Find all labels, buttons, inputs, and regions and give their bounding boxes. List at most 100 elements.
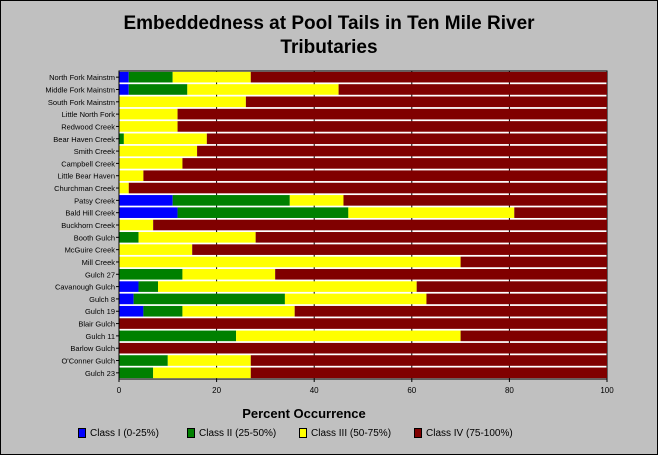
bar-segment (138, 281, 159, 292)
bar-segment (275, 268, 607, 280)
bar-segment (426, 293, 607, 305)
bar-segment (128, 84, 188, 95)
bar-segment (119, 133, 124, 145)
x-tick-label: 20 (212, 386, 221, 395)
category-label: Redwood Creek (61, 122, 115, 131)
legend-item: Class II (25-50%) (187, 426, 276, 440)
bar-segment (119, 182, 129, 194)
bar-segment (119, 145, 198, 157)
bar-segment (119, 170, 144, 182)
legend-swatch (299, 428, 307, 438)
bar-segment (119, 244, 193, 255)
bar-segment (172, 195, 290, 206)
bar-segment (119, 305, 144, 317)
bar-segment (177, 121, 607, 132)
category-label: South Fork Mainstm (48, 98, 115, 107)
bar-segment (250, 367, 607, 379)
bar-segment (119, 71, 129, 83)
legend: Class I (0-25%) Class II (25-50%) Class II… (0, 426, 658, 442)
category-label: North Fork Mainstm (49, 73, 115, 82)
bar-segment (119, 355, 168, 366)
bar-segment (119, 84, 129, 95)
bar-segment (119, 293, 134, 305)
bar-segment (294, 305, 607, 317)
legend-label: Class IV (75-100%) (426, 427, 513, 439)
category-label: Bald Hill Creek (65, 209, 115, 218)
bar-segment (206, 133, 607, 145)
bar-segment (182, 158, 607, 169)
legend-swatch (187, 428, 195, 438)
bar-segment (416, 281, 607, 292)
bar-segment (153, 367, 251, 379)
category-label: Patsy Creek (74, 196, 115, 205)
bar-segment (119, 330, 237, 342)
category-label: Buckhorn Creek (61, 221, 115, 230)
legend-item: Class I (0-25%) (78, 426, 159, 440)
chart-title-line-2: Tributaries (280, 37, 378, 58)
bar-segment (128, 182, 607, 194)
bar-segment (514, 207, 607, 218)
bar-segment (119, 108, 178, 120)
legend-label: Class I (0-25%) (90, 427, 159, 439)
bar-segment (197, 145, 607, 157)
x-tick-label: 60 (407, 386, 416, 395)
bar-segment (119, 268, 183, 280)
bar-segment (119, 256, 461, 268)
bar-segment (250, 355, 607, 366)
legend-item: Class IV (75-100%) (414, 426, 513, 440)
bar-segment (123, 133, 207, 145)
category-label: Gulch 8 (89, 295, 115, 304)
bar-segment (119, 367, 154, 379)
bar-segment (119, 96, 246, 108)
category-label: Churchman Creek (54, 184, 115, 193)
category-label: Smith Creek (74, 147, 116, 156)
bar-segment (119, 195, 173, 206)
bar-segment (143, 170, 607, 182)
bar-segment (182, 305, 295, 317)
bar-segment (138, 232, 256, 243)
bar-segment (250, 71, 607, 83)
x-tick-label: 40 (310, 386, 319, 395)
legend-swatch (78, 428, 86, 438)
chart-title-line-1: Embeddedness at Pool Tails in Ten Mile R… (123, 13, 535, 34)
bar-segment (177, 108, 607, 120)
legend-label: Class II (25-50%) (199, 427, 277, 439)
category-label: Gulch 27 (85, 270, 115, 279)
category-label: Gulch 19 (85, 307, 115, 316)
category-label: Little Bear Haven (57, 172, 115, 181)
bar-segment (284, 293, 427, 305)
bar-segment (245, 96, 607, 108)
category-label: O'Conner Gulch (61, 357, 115, 366)
category-label: McGuire Creek (65, 246, 116, 255)
category-label: Mill Creek (82, 258, 116, 267)
bar-segment (460, 256, 607, 268)
bar-segment (343, 195, 607, 206)
bar-segment (119, 318, 607, 329)
x-tick-label: 80 (505, 386, 514, 395)
category-label: Bear Haven Creek (53, 135, 115, 144)
bar-segment (119, 281, 139, 292)
bar-segment (119, 342, 607, 354)
bar-segment (289, 195, 344, 206)
legend-swatch (414, 428, 422, 438)
category-label: Cavanough Gulch (55, 283, 115, 292)
bar-segment (119, 232, 139, 243)
category-label: Little North Fork (62, 110, 116, 119)
bar-segment (119, 121, 178, 132)
category-label: Gulch 11 (86, 332, 115, 341)
category-label: Campbell Creek (61, 159, 115, 168)
bar-segment (236, 330, 461, 342)
bar-segment (460, 330, 607, 342)
x-tick-label: 100 (600, 386, 614, 395)
bar-segment (255, 232, 607, 243)
chart-title: Embeddedness at Pool Tails in Ten Mile R… (0, 12, 658, 60)
category-label: Middle Fork Mainstm (45, 85, 115, 94)
bar-segment (133, 293, 285, 305)
bar-segment (192, 244, 607, 255)
bar-segment (119, 158, 183, 169)
bar-segment (119, 207, 178, 218)
category-label: Booth Gulch (74, 233, 115, 242)
bar-segment (348, 207, 515, 218)
bar-segment (119, 219, 154, 231)
